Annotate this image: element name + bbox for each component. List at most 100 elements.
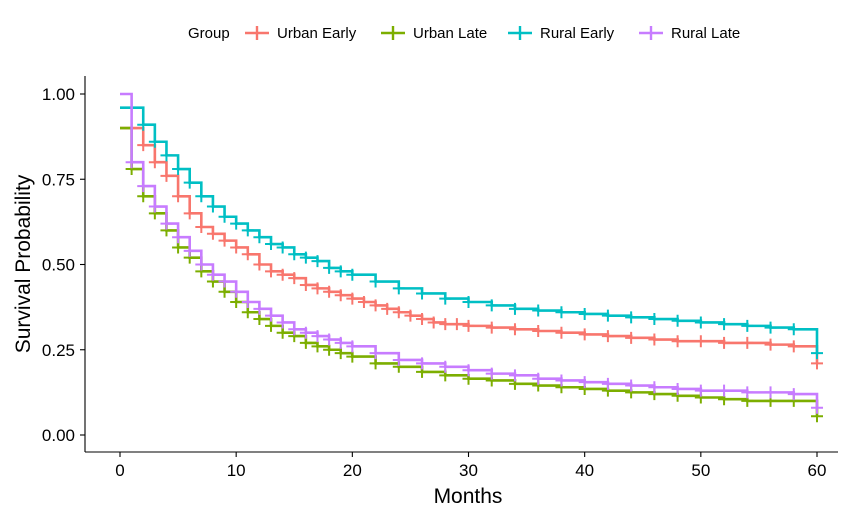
censor-mark [532, 324, 545, 337]
censor-mark [508, 323, 521, 336]
censor-mark [392, 353, 405, 366]
censor-mark [276, 268, 289, 281]
censor-mark [718, 384, 731, 397]
censor-mark [625, 379, 638, 392]
censor-mark [439, 292, 452, 305]
censor-mark [230, 241, 243, 254]
censor-mark [265, 238, 278, 251]
censor-mark [439, 360, 452, 373]
x-tick-label: 40 [575, 461, 594, 480]
censor-mark [148, 135, 161, 148]
censor-mark [241, 306, 254, 319]
censor-mark [427, 316, 440, 329]
legend-title: Group [188, 25, 230, 42]
censor-mark [323, 261, 336, 274]
censor-mark [253, 313, 266, 326]
censor-mark [811, 347, 823, 360]
censor-mark [172, 231, 185, 244]
censor-mark [811, 357, 823, 370]
censor-mark [601, 330, 614, 343]
censor-mark [241, 224, 254, 237]
censor-mark [404, 309, 417, 322]
censor-mark [369, 357, 382, 370]
censor-mark [485, 299, 498, 312]
censor-mark [183, 207, 196, 220]
censor-mark [125, 156, 138, 169]
censor-mark [253, 258, 266, 271]
censor-mark [183, 244, 196, 257]
censor-mark [369, 299, 382, 312]
censor-mark [450, 318, 463, 331]
censor-mark [578, 307, 591, 320]
censor-mark [671, 382, 684, 395]
censor-mark [741, 386, 754, 399]
censor-mark [311, 340, 324, 353]
censor-mark [137, 190, 150, 203]
legend-label: Urban Early [277, 25, 357, 42]
censor-mark [334, 336, 347, 349]
censor-mark [160, 169, 173, 182]
censor-mark [206, 227, 219, 240]
censor-mark [323, 333, 336, 346]
censor-mark [160, 217, 173, 230]
censor-mark [811, 401, 823, 414]
censor-mark [648, 313, 661, 326]
censor-mark [578, 328, 591, 341]
legend-key-icon [639, 26, 663, 40]
censor-mark [206, 268, 219, 281]
censor-mark [148, 200, 161, 213]
censor-mark [288, 272, 301, 285]
censor-mark [299, 336, 312, 349]
censor-mark [416, 357, 429, 370]
censor-mark [288, 248, 301, 261]
censor-mark [508, 369, 521, 382]
series-rural-early [120, 101, 823, 360]
censor-mark [462, 364, 475, 377]
censor-mark [241, 248, 254, 261]
censor-mark [195, 190, 208, 203]
censor-mark [265, 265, 278, 278]
censor-mark [334, 347, 347, 360]
censor-mark [625, 311, 638, 324]
censor-mark [311, 330, 324, 343]
y-tick-label: 0.50 [42, 256, 75, 275]
censor-mark [230, 296, 243, 309]
censor-mark [288, 323, 301, 336]
censor-mark [718, 318, 731, 331]
y-tick-label: 1.00 [42, 85, 75, 104]
censor-mark [485, 367, 498, 380]
legend-item-urban-early: Urban Early [245, 25, 357, 42]
censor-mark [369, 347, 382, 360]
series-line-rural-late [120, 92, 819, 408]
censor-mark [253, 302, 266, 315]
censor-mark [741, 319, 754, 332]
censor-mark [276, 241, 289, 254]
censor-mark [694, 335, 707, 348]
censor-mark [416, 313, 429, 326]
x-tick-label: 50 [691, 461, 710, 480]
censor-mark [137, 180, 150, 193]
censor-mark [160, 149, 173, 162]
censor-mark [323, 343, 336, 356]
censor-mark [346, 350, 359, 363]
censor-mark [357, 296, 370, 309]
axes: 0 10 20 30 40 50 60 0.00 0.25 0.50 0.75 1.00 [42, 76, 838, 480]
censor-mark [601, 377, 614, 390]
censor-mark [323, 285, 336, 298]
y-axis-title: Survival Probability [12, 174, 35, 353]
legend-item-urban-late: Urban Late [381, 25, 487, 42]
censor-mark [508, 302, 521, 315]
censor-mark [137, 118, 150, 131]
censor-mark [334, 265, 347, 278]
censor-mark [346, 292, 359, 305]
series-rural-late [120, 92, 823, 414]
censor-mark [764, 321, 777, 334]
censor-mark [718, 336, 731, 349]
censor-mark [694, 316, 707, 329]
censor-mark [462, 296, 475, 309]
plot-area [120, 92, 823, 423]
censor-mark [578, 376, 591, 389]
censor-mark [265, 309, 278, 322]
censor-mark [299, 251, 312, 264]
